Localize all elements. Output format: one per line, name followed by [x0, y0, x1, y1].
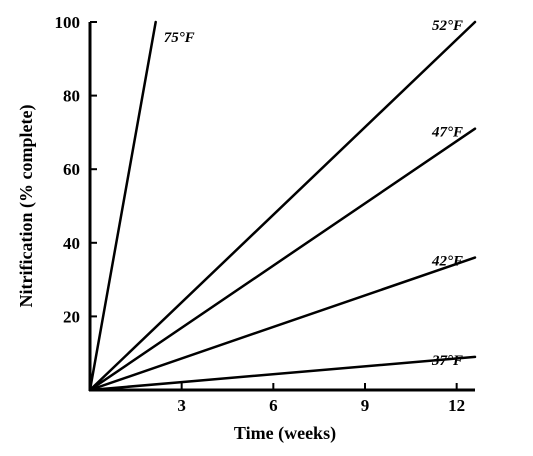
- series-line: [88, 20, 477, 392]
- series-line: [88, 355, 477, 392]
- y-tick-label: 20: [63, 307, 80, 326]
- y-axis-title: Nitrification (% complete): [16, 105, 37, 308]
- x-tick-label: 9: [361, 396, 370, 415]
- series-lines: [88, 20, 477, 392]
- series-label: 47°F: [431, 125, 463, 141]
- y-tick-label: 80: [63, 87, 80, 106]
- y-tick-label: 40: [63, 234, 80, 253]
- series-labels: 75°F 52°F 47°F 42°F 37°F: [164, 18, 463, 369]
- series-label: 37°F: [431, 353, 463, 369]
- axes: 3 6 9 12 20 40 60 80 100: [55, 13, 475, 415]
- series-label: 52°F: [432, 18, 463, 34]
- x-tick-label: 6: [269, 396, 278, 415]
- series-line: [88, 20, 157, 392]
- y-tick-label: 60: [63, 160, 80, 179]
- x-tick-label: 12: [448, 396, 465, 415]
- series-line: [88, 127, 477, 392]
- series-line: [88, 256, 477, 392]
- y-tick-label: 100: [55, 13, 81, 32]
- x-tick-label: 3: [177, 396, 186, 415]
- x-axis-title: Time (weeks): [234, 423, 336, 444]
- series-label: 75°F: [164, 30, 195, 46]
- series-label: 42°F: [431, 254, 463, 270]
